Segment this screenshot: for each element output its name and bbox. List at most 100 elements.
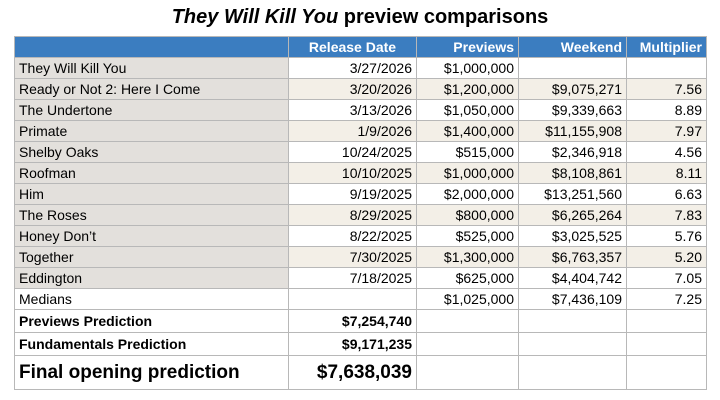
prediction-row: Previews Prediction $7,254,740 [14, 309, 707, 333]
row-label: They Will Kill You [14, 57, 289, 79]
data-row: Roofman 10/10/2025 $1,000,000 $8,108,861 8.1… [14, 162, 707, 184]
cell: 8/29/2025 [288, 204, 417, 226]
empty-cell [416, 332, 519, 356]
prediction-value: $7,638,039 [288, 355, 417, 390]
header-cell [14, 36, 289, 58]
row-label: Final opening prediction [14, 355, 289, 390]
cell: $1,000,000 [416, 162, 519, 184]
cell: $1,300,000 [416, 246, 519, 268]
cell: 6.63 [626, 183, 707, 205]
title-rest: preview comparisons [338, 6, 549, 28]
header-cell: Release Date [288, 36, 417, 58]
data-row: Primate 1/9/2026 $1,400,000 $11,155,908 7.97 [14, 120, 707, 142]
cell: $1,200,000 [416, 78, 519, 100]
data-row: The Undertone 3/13/2026 $1,050,000 $9,339,6… [14, 99, 707, 121]
cell: 7.56 [626, 78, 707, 100]
data-row: Together 7/30/2025 $1,300,000 $6,763,357 5.2… [14, 246, 707, 268]
cell: $2,000,000 [416, 183, 519, 205]
cell: 4.56 [626, 141, 707, 163]
cell [626, 57, 707, 79]
empty-cell [416, 355, 519, 390]
cell: $3,025,525 [518, 225, 627, 247]
cell: 3/13/2026 [288, 99, 417, 121]
cell: 8.89 [626, 99, 707, 121]
row-label: Fundamentals Prediction [14, 332, 289, 356]
cell: 7.83 [626, 204, 707, 226]
data-row: Honey Don’t 8/22/2025 $525,000 $3,025,525 5.… [14, 225, 707, 247]
prediction-row: Fundamentals Prediction $9,171,235 [14, 332, 707, 356]
cell: 7.25 [626, 288, 707, 310]
row-label: Honey Don’t [14, 225, 289, 247]
cell: $1,000,000 [416, 57, 519, 79]
cell: $800,000 [416, 204, 519, 226]
cell: $6,265,264 [518, 204, 627, 226]
cell: 10/24/2025 [288, 141, 417, 163]
cell: 1/9/2026 [288, 120, 417, 142]
prediction-row: Final opening prediction $7,638,039 [14, 355, 707, 390]
empty-cell [416, 309, 519, 333]
data-row: The Roses 8/29/2025 $800,000 $6,265,264 7.83 [14, 204, 707, 226]
cell [288, 288, 417, 310]
cell: $6,763,357 [518, 246, 627, 268]
header-cell: Previews [416, 36, 519, 58]
empty-cell [626, 355, 707, 390]
cell: 8/22/2025 [288, 225, 417, 247]
cell: 3/20/2026 [288, 78, 417, 100]
cell: $7,436,109 [518, 288, 627, 310]
cell: $515,000 [416, 141, 519, 163]
cell: $1,050,000 [416, 99, 519, 121]
prediction-value: $9,171,235 [288, 332, 417, 356]
row-label: Shelby Oaks [14, 141, 289, 163]
row-label: The Undertone [14, 99, 289, 121]
cell: 10/10/2025 [288, 162, 417, 184]
cell: 8.11 [626, 162, 707, 184]
cell: 7.97 [626, 120, 707, 142]
header-row: Release Date Previews Weekend Multiplier [14, 36, 707, 58]
prediction-value: $7,254,740 [288, 309, 417, 333]
title-emphasis: They Will Kill You [171, 6, 339, 28]
cell: $525,000 [416, 225, 519, 247]
cell: 7.05 [626, 267, 707, 289]
row-label: The Roses [14, 204, 289, 226]
empty-cell [626, 309, 707, 333]
comparison-table: Release Date Previews Weekend Multiplier The… [14, 36, 707, 390]
cell: $1,400,000 [416, 120, 519, 142]
row-label: Ready or Not 2: Here I Come [14, 78, 289, 100]
medians-row: Medians $1,025,000 $7,436,109 7.25 [14, 288, 707, 310]
cell: 5.76 [626, 225, 707, 247]
cell: $13,251,560 [518, 183, 627, 205]
empty-cell [518, 355, 627, 390]
row-label: Roofman [14, 162, 289, 184]
cell: $8,108,861 [518, 162, 627, 184]
cell: 5.20 [626, 246, 707, 268]
cell: 9/19/2025 [288, 183, 417, 205]
cell: $2,346,918 [518, 141, 627, 163]
empty-cell [518, 332, 627, 356]
cell: $9,075,271 [518, 78, 627, 100]
data-row: They Will Kill You 3/27/2026 $1,000,000 [14, 57, 707, 79]
row-label: Him [14, 183, 289, 205]
row-label: Together [14, 246, 289, 268]
row-label: Primate [14, 120, 289, 142]
empty-cell [626, 332, 707, 356]
cell: 7/18/2025 [288, 267, 417, 289]
empty-cell [518, 309, 627, 333]
table-body: Release Date Previews Weekend Multiplier The… [14, 36, 707, 390]
row-label: Eddington [14, 267, 289, 289]
cell [518, 57, 627, 79]
cell: $625,000 [416, 267, 519, 289]
title: They Will Kill You preview comparisons [0, 6, 720, 29]
cell: $4,404,742 [518, 267, 627, 289]
cell: 7/30/2025 [288, 246, 417, 268]
row-label: Medians [14, 288, 289, 310]
cell: $1,025,000 [416, 288, 519, 310]
data-row: Shelby Oaks 10/24/2025 $515,000 $2,346,918 4… [14, 141, 707, 163]
cell: $9,339,663 [518, 99, 627, 121]
data-row: Eddington 7/18/2025 $625,000 $4,404,742 7.05 [14, 267, 707, 289]
header-cell: Multiplier [626, 36, 707, 58]
data-row: Ready or Not 2: Here I Come 3/20/2026 $1,2… [14, 78, 707, 100]
header-cell: Weekend [518, 36, 627, 58]
row-label: Previews Prediction [14, 309, 289, 333]
cell: $11,155,908 [518, 120, 627, 142]
